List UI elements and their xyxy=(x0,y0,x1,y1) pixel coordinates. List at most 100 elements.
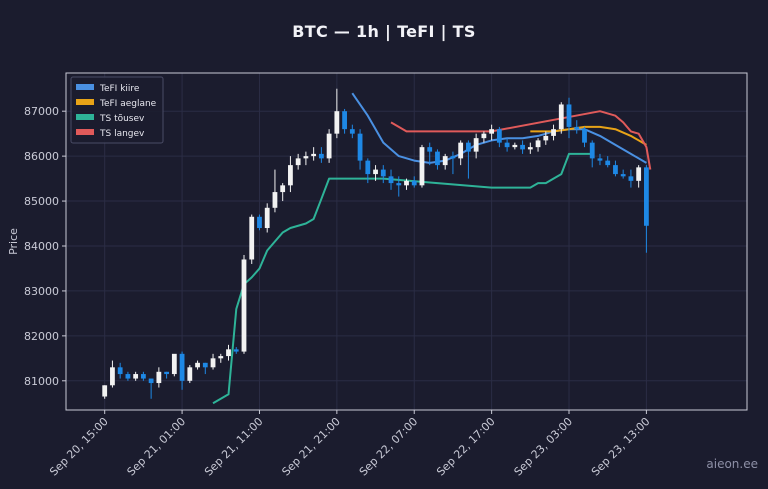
x-axis: Sep 20, 15:00 Sep 21, 01:00 Sep 21, 11:00 S… xyxy=(47,410,653,479)
candle-body xyxy=(427,147,433,152)
candle-body xyxy=(458,142,464,159)
x-tick-label: Sep 22, 07:00 xyxy=(357,415,421,479)
candle-down xyxy=(597,153,603,166)
candle-up xyxy=(558,102,564,134)
candle-body xyxy=(620,174,626,177)
candle-up xyxy=(110,360,115,388)
candle-body xyxy=(311,153,317,157)
series-ts-langev xyxy=(390,110,652,170)
candle-body xyxy=(597,158,603,161)
x-tick-label: Sep 21, 01:00 xyxy=(125,415,189,479)
y-tick-label: 85000 xyxy=(24,195,59,208)
candle-up xyxy=(280,183,286,202)
legend-entry: TS tõusev xyxy=(99,114,145,124)
candle-up xyxy=(264,203,270,233)
candle-up xyxy=(218,353,224,363)
grid xyxy=(66,73,747,410)
candle-body xyxy=(110,367,115,386)
candle-body xyxy=(195,362,200,368)
candle-up xyxy=(535,138,541,152)
candle-down xyxy=(411,176,417,188)
candle-up xyxy=(303,151,309,166)
candle-body xyxy=(326,133,332,159)
series-tefi-aeglane xyxy=(530,125,647,146)
candle-up xyxy=(551,124,556,141)
chart-title: BTC — 1h | TeFI | TS xyxy=(292,22,476,41)
series-ts-t-usev xyxy=(212,152,593,405)
candle-body xyxy=(380,169,386,177)
candle-up xyxy=(311,147,317,161)
candle-body xyxy=(373,169,378,175)
candle-body xyxy=(226,349,231,357)
x-tick-label: Sep 21, 11:00 xyxy=(202,415,266,479)
candle-down xyxy=(605,156,611,168)
candle-up xyxy=(473,133,479,159)
candle-up xyxy=(419,144,425,188)
y-tick-label: 83000 xyxy=(24,285,59,298)
candle-up xyxy=(241,254,247,354)
candle-down xyxy=(504,138,510,152)
candle-down xyxy=(179,351,185,390)
candle-up xyxy=(404,178,409,190)
candle-up xyxy=(326,129,332,163)
candle-up xyxy=(334,88,340,139)
candle-body xyxy=(357,133,363,161)
legend-box xyxy=(70,76,164,144)
candle-down xyxy=(365,158,371,184)
candle-body xyxy=(404,180,409,186)
candle-body xyxy=(543,135,549,141)
candle-up xyxy=(133,371,139,381)
candle-body xyxy=(164,371,170,375)
candle-down xyxy=(357,129,363,170)
candle-up xyxy=(226,344,231,361)
y-axis: 81000 82000 83000 84000 85000 86000 87000 xyxy=(24,105,66,388)
candle-down xyxy=(140,371,146,381)
candle-down xyxy=(496,126,502,148)
candle-down xyxy=(342,108,347,134)
candle-down xyxy=(566,97,572,139)
candle-down xyxy=(349,124,355,139)
x-tick-label: Sep 21, 21:00 xyxy=(279,415,343,479)
candle-body xyxy=(496,129,502,143)
candle-up xyxy=(373,165,378,181)
x-tick-label: Sep 22, 17:00 xyxy=(434,415,498,479)
candle-up xyxy=(458,140,464,166)
candle-body xyxy=(140,374,146,379)
x-tick-label: Sep 23, 03:00 xyxy=(512,415,576,479)
x-tick-label: Sep 23, 13:00 xyxy=(589,415,653,479)
candle-down xyxy=(628,169,634,188)
candle-body xyxy=(272,192,278,208)
candle-body xyxy=(288,165,293,186)
candles xyxy=(102,88,649,399)
candle-down xyxy=(574,120,580,134)
candle-up xyxy=(156,367,162,388)
y-tick-label: 87000 xyxy=(24,105,59,118)
candle-body xyxy=(280,185,286,193)
candle-down xyxy=(380,165,386,184)
candle-body xyxy=(589,142,595,159)
candle-body xyxy=(636,167,642,181)
candle-down xyxy=(582,126,587,148)
y-tick-label: 82000 xyxy=(24,330,59,343)
candle-body xyxy=(334,111,340,134)
candle-up xyxy=(442,153,448,170)
candle-down xyxy=(117,362,123,379)
y-tick-label: 84000 xyxy=(24,240,59,253)
candle-down xyxy=(435,149,440,170)
candle-down xyxy=(388,169,394,190)
candle-body xyxy=(295,158,301,166)
candle-body xyxy=(202,362,208,368)
candle-down xyxy=(613,160,618,177)
candle-body xyxy=(527,147,533,150)
candle-body xyxy=(613,165,618,175)
candle-down xyxy=(396,176,402,197)
candle-up xyxy=(249,214,255,264)
candle-down xyxy=(589,140,595,168)
candle-up xyxy=(187,365,193,384)
candle-up xyxy=(210,353,216,370)
candle-body xyxy=(643,167,649,226)
candle-body xyxy=(349,129,355,134)
candle-body xyxy=(102,385,108,397)
candle-up xyxy=(481,131,487,143)
candle-body xyxy=(342,111,347,130)
